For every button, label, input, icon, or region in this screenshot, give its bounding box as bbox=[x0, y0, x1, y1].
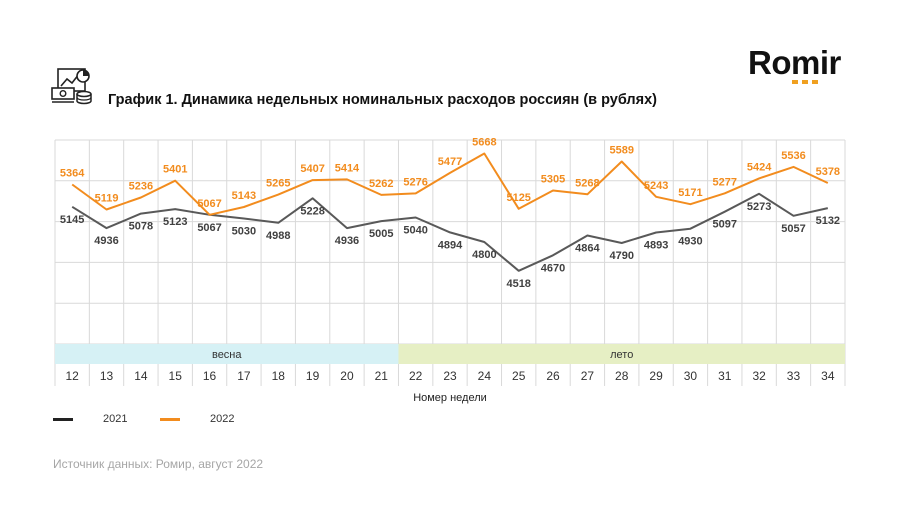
data-label-2021: 4790 bbox=[609, 250, 633, 262]
legend-label-2021: 2021 bbox=[103, 413, 128, 425]
data-label-2022: 5589 bbox=[609, 145, 633, 157]
legend-item-2021: 2021 bbox=[53, 413, 127, 425]
season-label-1: весна bbox=[212, 349, 242, 361]
x-tick-label: 12 bbox=[65, 369, 79, 383]
data-label-2021: 4936 bbox=[335, 235, 359, 247]
data-label-2021: 4800 bbox=[472, 249, 496, 261]
data-label-2022: 5277 bbox=[713, 176, 737, 188]
data-label-2022: 5276 bbox=[403, 176, 427, 188]
data-label-2021: 5273 bbox=[747, 201, 771, 213]
x-tick-label: 16 bbox=[203, 369, 217, 383]
legend-item-2022: 2022 bbox=[160, 413, 234, 425]
x-tick-label: 24 bbox=[478, 369, 492, 383]
data-label-2022: 5364 bbox=[60, 167, 85, 179]
series-line-2021 bbox=[71, 192, 829, 272]
data-label-2021: 4864 bbox=[575, 242, 600, 254]
x-tick-label: 18 bbox=[272, 369, 286, 383]
data-label-2022: 5143 bbox=[232, 190, 256, 202]
data-label-2022: 5407 bbox=[300, 163, 324, 175]
x-tick-label: 33 bbox=[787, 369, 801, 383]
data-label-2022: 5171 bbox=[678, 187, 702, 199]
x-tick-label: 29 bbox=[649, 369, 663, 383]
data-label-2022: 5067 bbox=[197, 198, 221, 210]
romir-logo: Romir bbox=[748, 44, 841, 81]
data-label-2021: 5040 bbox=[403, 225, 427, 237]
x-tick-label: 32 bbox=[752, 369, 766, 383]
x-tick-label: 21 bbox=[375, 369, 389, 383]
series-line-2022 bbox=[71, 152, 829, 216]
x-tick-label: 17 bbox=[237, 369, 251, 383]
data-label-2022: 5424 bbox=[747, 161, 772, 173]
x-tick-label: 19 bbox=[306, 369, 320, 383]
data-label-2022: 5414 bbox=[335, 162, 360, 174]
data-label-2022: 5262 bbox=[369, 178, 393, 190]
data-label-2021: 5145 bbox=[60, 214, 84, 226]
data-label-2022: 5236 bbox=[129, 181, 153, 193]
data-label-2021: 4893 bbox=[644, 240, 668, 252]
x-tick-label: 34 bbox=[821, 369, 835, 383]
x-tick-label: 15 bbox=[169, 369, 183, 383]
data-label-2021: 4894 bbox=[438, 239, 463, 251]
data-label-2021: 4988 bbox=[266, 230, 290, 242]
data-label-2022: 5536 bbox=[781, 150, 805, 162]
data-label-2021: 5067 bbox=[197, 222, 221, 234]
x-tick-label: 27 bbox=[581, 369, 595, 383]
data-label-2021: 5078 bbox=[129, 221, 153, 233]
series-line-layer bbox=[71, 152, 829, 272]
finance-report-icon bbox=[51, 68, 92, 105]
data-label-2022: 5668 bbox=[472, 136, 496, 148]
data-label-2022: 5243 bbox=[644, 180, 668, 192]
data-label-2022: 5401 bbox=[163, 164, 187, 176]
data-label-2021: 5057 bbox=[781, 223, 805, 235]
logo-dots bbox=[792, 80, 818, 84]
x-tick-layer: 12 13 14 15 16 17 18 19 20 21 22 23 24 25 26 27 28 29 30 31… bbox=[65, 369, 834, 383]
x-tick-label: 31 bbox=[718, 369, 732, 383]
data-label-2021: 4936 bbox=[94, 235, 118, 247]
data-label-2022: 5378 bbox=[816, 166, 840, 178]
data-label-layer: 5364 5145 5119 4936 5236 5078 5401 5123 5067 5067… bbox=[60, 136, 840, 289]
data-label-2021: 5123 bbox=[163, 216, 187, 228]
x-tick-label: 14 bbox=[134, 369, 148, 383]
data-label-2021: 5097 bbox=[713, 219, 737, 231]
x-tick-label: 22 bbox=[409, 369, 423, 383]
data-label-2022: 5265 bbox=[266, 178, 290, 190]
x-tick-label: 20 bbox=[340, 369, 354, 383]
data-label-2021: 5228 bbox=[300, 205, 324, 217]
data-label-2022: 5119 bbox=[95, 192, 119, 204]
data-label-2022: 5125 bbox=[506, 192, 530, 204]
data-label-2022: 5477 bbox=[438, 156, 462, 168]
x-tick-label: 23 bbox=[443, 369, 457, 383]
x-tick-label: 26 bbox=[546, 369, 560, 383]
legend-swatch-2022 bbox=[160, 417, 180, 421]
data-label-2021: 4670 bbox=[541, 262, 565, 274]
data-label-2021: 5005 bbox=[369, 228, 393, 240]
data-label-2021: 4518 bbox=[506, 278, 530, 290]
data-label-2021: 5132 bbox=[816, 215, 840, 227]
source-note: Источник данных: Ромир, август 2022 bbox=[53, 457, 264, 471]
legend-swatch-2021 bbox=[53, 417, 73, 421]
season-label-2: лето bbox=[610, 349, 633, 361]
x-axis-label: Номер недели bbox=[413, 392, 487, 404]
data-label-2022: 5268 bbox=[575, 177, 599, 189]
x-tick-label: 25 bbox=[512, 369, 526, 383]
legend-label-2022: 2022 bbox=[210, 413, 235, 425]
x-tick-label: 28 bbox=[615, 369, 629, 383]
season-band-layer: весна лето bbox=[55, 344, 845, 364]
data-label-2021: 4930 bbox=[678, 236, 702, 248]
data-label-2022: 5305 bbox=[541, 173, 565, 185]
chart-title: График 1. Динамика недельных номинальных… bbox=[108, 92, 657, 108]
grid-layer bbox=[54, 139, 846, 386]
x-tick-label: 13 bbox=[100, 369, 114, 383]
season-band-2 bbox=[398, 344, 845, 364]
season-band-1 bbox=[55, 344, 399, 364]
x-tick-label: 30 bbox=[684, 369, 698, 383]
data-label-2021: 5030 bbox=[232, 226, 256, 238]
